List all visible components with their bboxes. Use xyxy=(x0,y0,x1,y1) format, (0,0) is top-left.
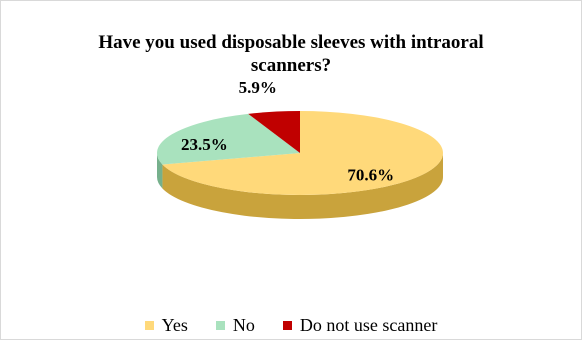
data-label-no: 23.5% xyxy=(181,135,228,154)
legend-label-do-not-use-scanner: Do not use scanner xyxy=(299,315,438,335)
legend-item-no[interactable]: No xyxy=(215,315,255,336)
legend-item-yes[interactable]: Yes xyxy=(144,315,188,336)
legend-swatch-yes xyxy=(144,321,154,330)
pie-slice-yes[interactable] xyxy=(162,111,443,196)
pie-slice-do-not-use-scanner[interactable] xyxy=(248,111,300,153)
legend-swatch-do-not-use-scanner xyxy=(282,321,292,330)
chart-title: Have you used disposable sleeves with in… xyxy=(91,31,491,77)
data-label-do-not-use-scanner: 5.9% xyxy=(239,78,277,97)
data-label-yes: 70.6% xyxy=(347,166,394,185)
chart-title-line-2: scanners? xyxy=(250,55,332,76)
legend: Yes No Do not use scanner xyxy=(1,315,581,336)
pie-side-yes xyxy=(162,153,443,219)
pie-slice-no[interactable] xyxy=(156,113,300,165)
legend-swatch-no xyxy=(215,321,225,330)
legend-label-no: No xyxy=(232,315,255,335)
legend-item-do-not-use-scanner[interactable]: Do not use scanner xyxy=(282,315,438,336)
pie-side-no xyxy=(157,153,163,189)
chart-title-line-1: Have you used disposable sleeves with in… xyxy=(98,32,484,53)
legend-label-yes: Yes xyxy=(161,315,188,335)
